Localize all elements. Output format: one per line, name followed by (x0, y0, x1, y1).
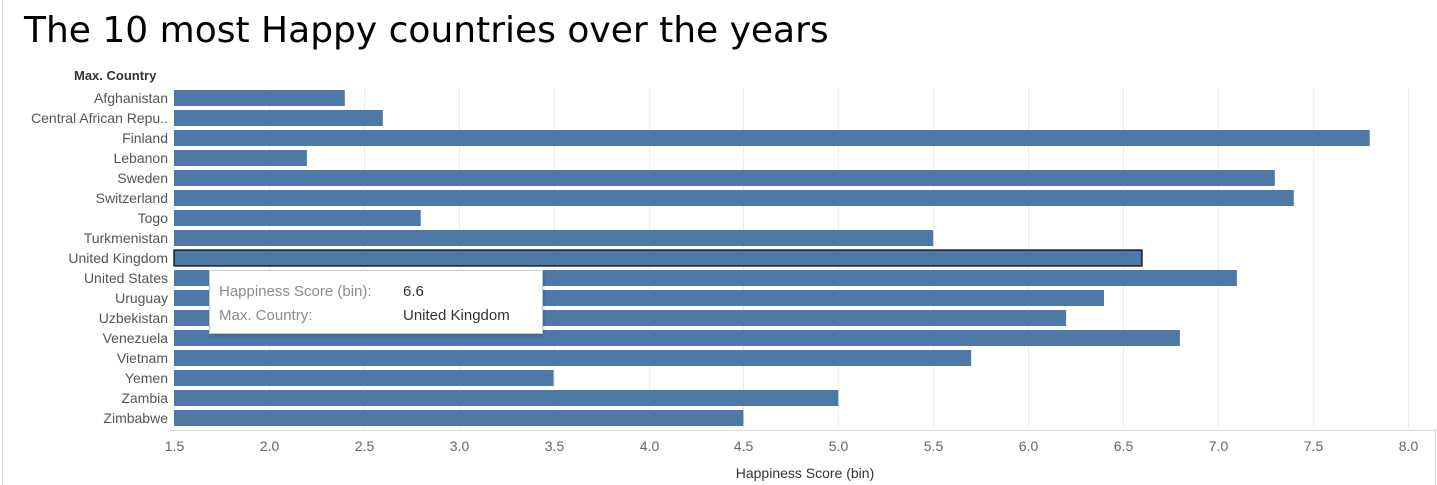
category-label[interactable]: Uruguay (115, 290, 168, 306)
frame-right-border (1435, 428, 1436, 485)
tooltip-score-label: Happiness Score (bin): (219, 283, 372, 300)
category-label[interactable]: Lebanon (113, 150, 168, 166)
x-tick-label: 3.5 (545, 438, 565, 454)
bar[interactable] (174, 90, 345, 106)
bar[interactable] (173, 249, 1143, 267)
category-label[interactable]: Uzbekistan (99, 310, 168, 326)
bars (173, 90, 1370, 426)
category-label[interactable]: Afghanistan (94, 90, 168, 106)
bar[interactable] (174, 150, 307, 166)
x-tick-label: 5.0 (829, 438, 849, 454)
category-label[interactable]: Venezuela (103, 330, 169, 346)
category-label[interactable]: United Kingdom (68, 250, 168, 266)
bar[interactable] (174, 350, 972, 366)
bar[interactable] (174, 230, 934, 246)
category-label[interactable]: Vietnam (117, 350, 168, 366)
bar[interactable] (174, 390, 839, 406)
category-label[interactable]: Central African Repu.. (31, 110, 168, 126)
frame-left-border (2, 0, 3, 485)
x-tick-label: 1.5 (165, 438, 185, 454)
category-label[interactable]: Yemen (125, 370, 168, 386)
bar[interactable] (174, 130, 1370, 146)
x-tick-label: 7.0 (1209, 438, 1229, 454)
bar[interactable] (174, 210, 421, 226)
x-tick-label: 5.5 (924, 438, 944, 454)
x-axis-ticks: 1.5 2.0 2.5 3.0 3.5 4.0 4.5 5.0 5.5 6.0 6.5 7.0 7.5 8… (165, 438, 1419, 454)
x-tick-label: 2.5 (355, 438, 375, 454)
x-tick-label: 7.5 (1304, 438, 1324, 454)
bar[interactable] (174, 170, 1275, 186)
bar[interactable] (174, 190, 1294, 206)
x-tick-label: 4.5 (734, 438, 754, 454)
x-tick-label: 4.0 (640, 438, 660, 454)
tooltip: Happiness Score (bin): 6.6 Max. Country:… (209, 270, 543, 334)
category-label[interactable]: Switzerland (96, 190, 168, 206)
category-label[interactable]: United States (84, 270, 168, 286)
category-label[interactable]: Zambia (121, 390, 168, 406)
row-header[interactable]: Max. Country (74, 68, 157, 83)
x-tick-label: 3.0 (450, 438, 470, 454)
category-label[interactable]: Zimbabwe (103, 410, 168, 426)
bar[interactable] (174, 410, 744, 426)
x-tick-label: 8.0 (1399, 438, 1419, 454)
x-axis-title: Happiness Score (bin) (736, 465, 875, 481)
category-label[interactable]: Turkmenistan (84, 230, 168, 246)
x-tick-label: 6.0 (1019, 438, 1039, 454)
tooltip-score-value: 6.6 (403, 283, 424, 300)
category-label[interactable]: Togo (138, 210, 169, 226)
bar[interactable] (174, 110, 383, 126)
x-tick-label: 6.5 (1114, 438, 1134, 454)
bar[interactable] (174, 370, 554, 386)
tooltip-country-value: United Kingdom (403, 307, 510, 324)
tooltip-country-label: Max. Country: (219, 307, 313, 324)
x-tick-label: 2.0 (260, 438, 280, 454)
category-label[interactable]: Finland (122, 130, 168, 146)
category-labels: Afghanistan Central African Repu.. Finland… (31, 90, 168, 426)
chart-title: The 10 most Happy countries over the yea… (24, 10, 829, 51)
category-label[interactable]: Sweden (117, 170, 168, 186)
bar[interactable] (174, 330, 1180, 346)
